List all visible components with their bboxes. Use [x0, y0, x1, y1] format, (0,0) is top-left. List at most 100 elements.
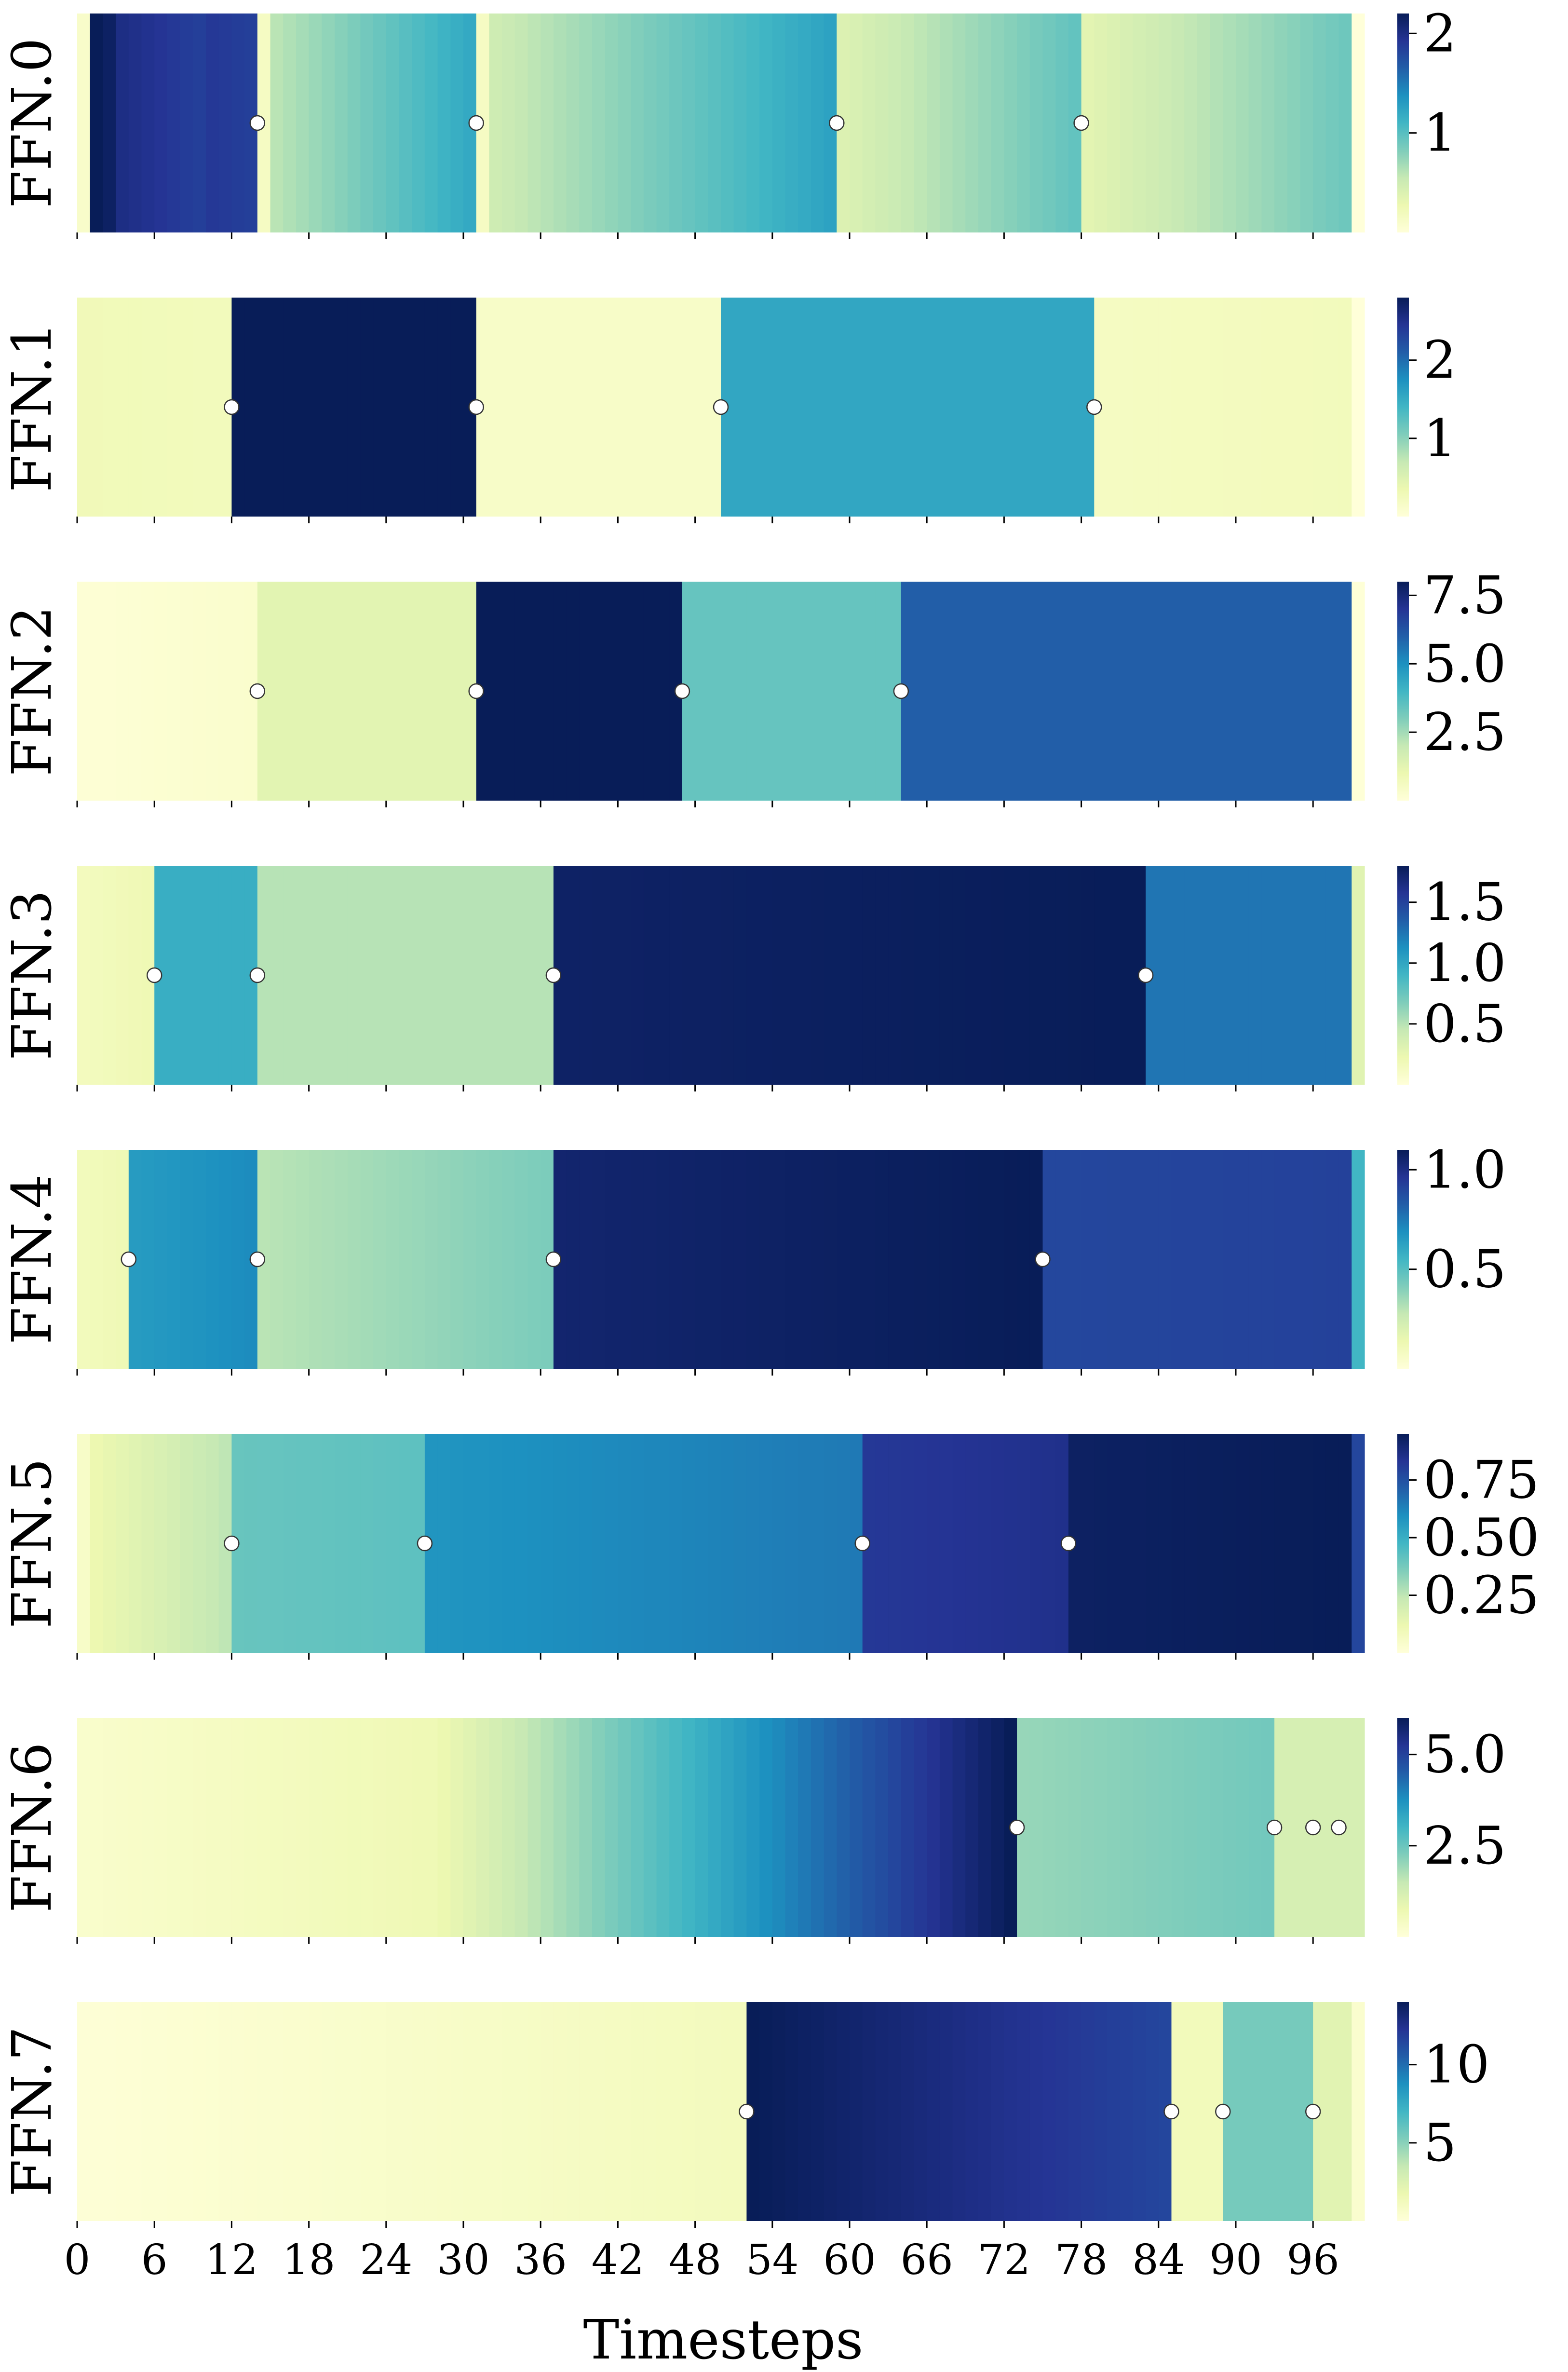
- x-tick-label: 78: [1055, 2236, 1108, 2284]
- heatmap-cell: [270, 1718, 284, 1937]
- heatmap-cell: [218, 866, 232, 1085]
- heatmap-cell: [566, 1150, 580, 1369]
- heatmap-cell: [335, 1150, 348, 1369]
- heatmap-cell: [541, 14, 554, 232]
- heatmap-cell: [798, 298, 811, 517]
- heatmap-cell: [1146, 1434, 1159, 1653]
- heatmap-cell: [901, 14, 915, 232]
- heatmap-cell: [772, 14, 786, 232]
- heatmap-cell: [901, 2002, 915, 2221]
- heatmap-cell: [476, 2002, 489, 2221]
- heatmap-cell: [463, 1150, 477, 1369]
- transition-marker: [713, 399, 729, 415]
- heatmap-cell: [1325, 866, 1339, 1085]
- heatmap-cell: [1029, 1434, 1043, 1653]
- heatmap-cell: [514, 14, 528, 232]
- transition-marker: [249, 115, 266, 131]
- heatmap-cell: [991, 2002, 1004, 2221]
- heatmap-cell: [875, 582, 889, 801]
- heatmap-cell: [824, 582, 837, 801]
- heatmap-cell: [1107, 582, 1121, 801]
- heatmap-cell: [514, 866, 528, 1085]
- heatmap-cell: [527, 582, 541, 801]
- heatmap-cell: [514, 1718, 528, 1937]
- heatmap-cell: [1261, 866, 1275, 1085]
- heatmap-cell: [412, 298, 425, 517]
- colorbar-tick-label: 0.25: [1423, 1566, 1539, 1626]
- heatmap-cell: [116, 14, 129, 232]
- heatmap-cell: [643, 1718, 657, 1937]
- heatmap-cell: [875, 866, 889, 1085]
- heatmap-cell: [991, 298, 1004, 517]
- heatmap-cell: [1120, 866, 1133, 1085]
- heatmap-cell: [373, 1718, 387, 1937]
- heatmap-cell: [1133, 1434, 1146, 1653]
- heatmap-cell: [682, 1150, 696, 1369]
- heatmap-cell: [1094, 1718, 1108, 1937]
- x-tick-label: 96: [1286, 2236, 1339, 2284]
- heatmap-cell: [1146, 1150, 1159, 1369]
- heatmap-cell: [1171, 866, 1185, 1085]
- heatmap-cell: [1197, 866, 1211, 1085]
- heatmap-cell: [450, 1150, 464, 1369]
- colorbar: [1397, 14, 1409, 232]
- heatmap-cell: [502, 2002, 515, 2221]
- heatmap-cell: [386, 582, 400, 801]
- heatmap-cell: [154, 14, 168, 232]
- heatmap-cell: [322, 582, 335, 801]
- heatmap-cell: [128, 2002, 142, 2221]
- heatmap-cell: [399, 298, 412, 517]
- heatmap-cell: [991, 14, 1004, 232]
- heatmap-cell: [785, 1150, 798, 1369]
- heatmap-cell: [128, 866, 142, 1085]
- heatmap-cell: [541, 1434, 554, 1653]
- heatmap-cell: [566, 2002, 580, 2221]
- heatmap-cell: [322, 1718, 335, 1937]
- heatmap-cell: [1338, 1150, 1352, 1369]
- heatmap-cell: [850, 14, 863, 232]
- x-tick-label: 84: [1132, 2236, 1185, 2284]
- heatmap-cell: [695, 298, 708, 517]
- heatmap-cell: [682, 1718, 696, 1937]
- heatmap-cell: [450, 1434, 464, 1653]
- heatmap-cell: [1184, 866, 1198, 1085]
- heatmap-cell: [939, 14, 953, 232]
- heatmap-cell: [914, 866, 927, 1085]
- transition-marker: [1305, 2103, 1321, 2120]
- heatmap-cell: [399, 2002, 412, 2221]
- row-label: FFN.0: [1, 38, 64, 208]
- heatmap-cell: [1352, 866, 1365, 1085]
- heatmap-cell: [167, 1718, 181, 1937]
- heatmap-cell: [952, 2002, 966, 2221]
- heatmap-cell: [283, 1150, 297, 1369]
- heatmap-cell: [1055, 1718, 1069, 1937]
- heatmap-cell: [347, 298, 361, 517]
- x-tick-label: 54: [746, 2236, 798, 2284]
- heatmap-cell: [837, 298, 850, 517]
- heatmap-cell: [759, 866, 773, 1085]
- heatmap-cell: [1352, 1718, 1365, 1937]
- heatmap-cell: [1325, 1434, 1339, 1653]
- heatmap-cell: [476, 1718, 489, 1937]
- heatmap-cell: [103, 2002, 116, 2221]
- heatmap-cell: [1352, 2002, 1365, 2221]
- heatmap-cell: [1042, 866, 1056, 1085]
- heatmap-cell: [103, 14, 116, 232]
- heatmap-cell: [347, 866, 361, 1085]
- heatmap-cell: [437, 1718, 451, 1937]
- transition-marker: [829, 115, 845, 131]
- heatmap-cell: [991, 582, 1004, 801]
- heatmap-cell: [1236, 1434, 1249, 1653]
- heatmap-cell: [1313, 14, 1326, 232]
- heatmap-cell: [1120, 1150, 1133, 1369]
- heatmap-cell: [373, 1434, 387, 1653]
- heatmap-cell: [656, 14, 670, 232]
- heatmap-cell: [335, 298, 348, 517]
- heatmap-cell: [1004, 14, 1017, 232]
- heatmap-cell: [180, 866, 193, 1085]
- heatmap-cell: [527, 1434, 541, 1653]
- heatmap-cell: [231, 2002, 245, 2221]
- heatmap-cell: [283, 1434, 297, 1653]
- heatmap-cell: [721, 1150, 734, 1369]
